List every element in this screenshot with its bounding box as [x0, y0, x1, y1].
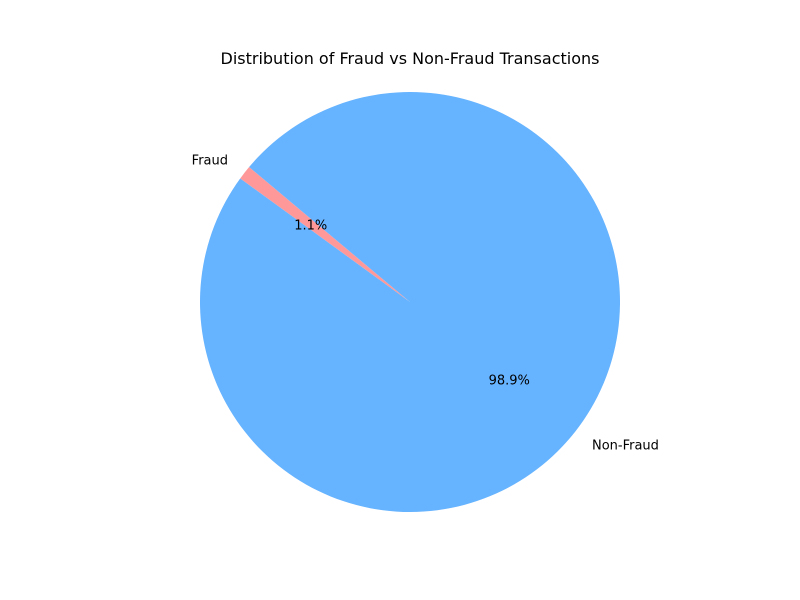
pie-labels: Fraud 1.1% Non-Fraud 98.9%: [192, 154, 659, 454]
pie-slice-non-fraud: [200, 91, 620, 513]
pie-slice-fraud: [240, 167, 410, 302]
slice-label-fraud: Fraud: [192, 154, 228, 169]
slice-pct-fraud: 1.1%: [294, 218, 327, 233]
slice-pct-non-fraud: 98.9%: [489, 374, 530, 389]
chart-title: Distribution of Fraud vs Non-Fraud Trans…: [221, 49, 600, 68]
slice-label-non-fraud: Non-Fraud: [592, 438, 659, 453]
pie-slices: [200, 91, 620, 513]
